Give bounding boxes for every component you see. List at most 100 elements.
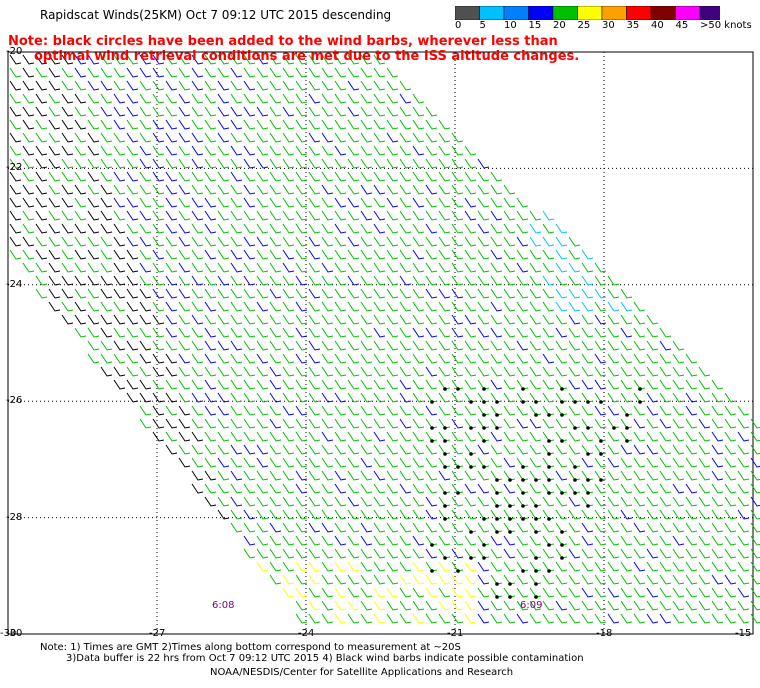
wind-barb <box>178 405 191 416</box>
wind-barb <box>412 145 425 156</box>
wind-barb <box>178 314 191 325</box>
wind-barb <box>35 119 48 130</box>
wind-barb <box>269 483 282 494</box>
wind-barb <box>594 340 607 351</box>
wind-barb <box>399 561 412 572</box>
wind-barb <box>61 223 74 234</box>
wind-barb <box>308 275 321 286</box>
wind-barb <box>594 561 607 572</box>
wind-barb <box>269 93 282 104</box>
contamination-flag <box>495 491 499 495</box>
wind-barb <box>425 340 438 351</box>
wind-barb <box>620 288 633 299</box>
wind-barb <box>256 158 269 169</box>
wind-barb <box>61 301 74 312</box>
wind-barb <box>659 457 672 468</box>
wind-barb <box>282 158 295 169</box>
wind-barb <box>256 314 269 325</box>
wind-barb <box>737 574 750 585</box>
wind-barb <box>334 288 347 299</box>
wind-barb <box>61 262 74 273</box>
wind-barb <box>282 444 295 455</box>
wind-barb <box>74 275 87 286</box>
contamination-flag <box>456 569 460 573</box>
wind-barb <box>711 418 724 429</box>
wind-barb <box>373 197 386 208</box>
wind-barb <box>542 587 555 598</box>
wind-barb <box>711 470 724 481</box>
wind-barb <box>659 418 672 429</box>
contamination-flag <box>586 452 590 456</box>
wind-barb <box>672 548 685 559</box>
wind-barb <box>282 67 295 78</box>
wind-barb <box>256 561 269 572</box>
wind-barb <box>555 587 568 598</box>
wind-barb <box>633 418 646 429</box>
wind-barb <box>230 184 243 195</box>
wind-barb <box>9 184 22 195</box>
wind-barb <box>581 301 594 312</box>
contamination-flag <box>443 465 447 469</box>
contamination-flag <box>534 478 538 482</box>
wind-barb <box>191 366 204 377</box>
wind-barb <box>373 236 386 247</box>
wind-barb <box>87 184 100 195</box>
wind-barb <box>685 405 698 416</box>
wind-barb <box>425 470 438 481</box>
wind-barb <box>347 223 360 234</box>
warning-note-line1: Note: black circles have been added to t… <box>8 34 558 49</box>
wind-barb <box>529 444 542 455</box>
wind-barb <box>334 119 347 130</box>
wind-barb <box>490 301 503 312</box>
wind-barb <box>204 353 217 364</box>
wind-barb <box>360 379 373 390</box>
wind-barb <box>113 275 126 286</box>
wind-barb <box>256 431 269 442</box>
wind-barb <box>87 93 100 104</box>
wind-barb <box>477 483 490 494</box>
wind-barb <box>386 561 399 572</box>
wind-barb <box>178 171 191 182</box>
wind-barb <box>360 405 373 416</box>
wind-barb <box>516 548 529 559</box>
wind-barb <box>217 288 230 299</box>
wind-barb <box>425 444 438 455</box>
colorbar-label: 15 <box>528 20 542 31</box>
wind-barb <box>464 210 477 221</box>
wind-barb <box>165 223 178 234</box>
wind-barb <box>347 613 360 624</box>
wind-barb <box>685 431 698 442</box>
wind-barb <box>178 67 191 78</box>
contamination-flag <box>443 452 447 456</box>
wind-barb <box>646 444 659 455</box>
wind-barb <box>22 132 35 143</box>
wind-barb <box>113 301 126 312</box>
wind-barb <box>152 301 165 312</box>
wind-barb <box>620 548 633 559</box>
wind-barb <box>334 80 347 91</box>
wind-barb <box>425 171 438 182</box>
wind-barb <box>399 80 412 91</box>
wind-barb <box>399 574 412 585</box>
wind-barb <box>503 340 516 351</box>
wind-barb <box>256 80 269 91</box>
wind-barb <box>295 405 308 416</box>
wind-barb <box>698 587 711 598</box>
wind-barb <box>633 522 646 533</box>
wind-barb <box>438 366 451 377</box>
wind-barb <box>477 171 490 182</box>
wind-barb <box>490 600 503 611</box>
wind-barb <box>100 158 113 169</box>
wind-barb <box>399 535 412 546</box>
wind-barb <box>139 275 152 286</box>
wind-barb <box>659 548 672 559</box>
contamination-flag <box>443 439 447 443</box>
wind-barb <box>139 132 152 143</box>
colorbar-segment <box>503 5 529 21</box>
contamination-flag <box>521 517 525 521</box>
wind-barb <box>126 249 139 260</box>
wind-barb <box>581 613 594 624</box>
wind-barb <box>464 470 477 481</box>
colorbar-label: 25 <box>577 20 591 31</box>
wind-barb <box>282 522 295 533</box>
